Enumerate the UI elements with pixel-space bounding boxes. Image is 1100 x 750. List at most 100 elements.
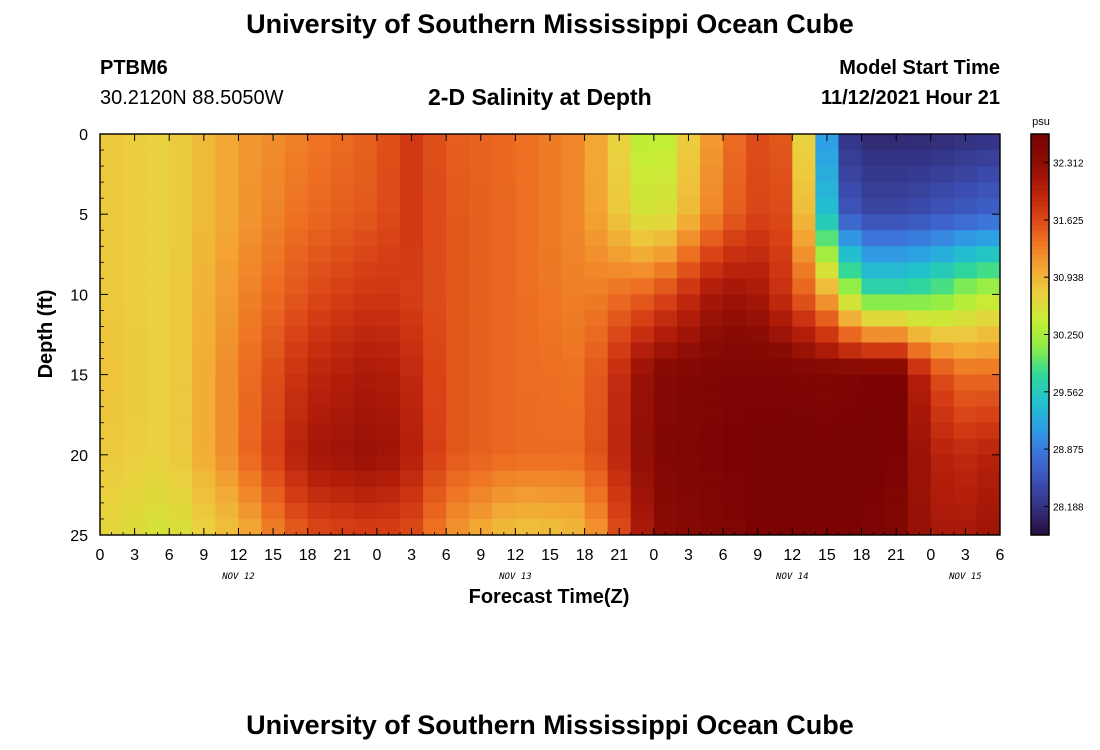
heatmap-cell [584,438,609,456]
heatmap-cell [884,150,909,167]
heatmap-cell [861,326,886,344]
heatmap-cell [746,406,770,424]
x-tick-label: 9 [476,547,485,564]
heatmap-cell [630,198,655,215]
heatmap-cell [838,278,863,295]
heatmap-cell [307,486,332,504]
heatmap-cell [330,374,355,392]
heatmap-cell [284,422,309,440]
heatmap-cell [792,486,816,504]
heatmap-cell [446,342,470,360]
heatmap-cell [146,358,170,376]
heatmap-cell [423,150,447,167]
heatmap-cell [330,246,355,263]
heatmap-cell [861,262,886,279]
heatmap-cell [215,374,240,392]
heatmap-cell [353,182,378,199]
heatmap-cell [469,438,493,456]
heatmap-cell [607,518,632,535]
colorbar-swatch [1031,198,1049,203]
colorbar-swatch [1031,202,1049,207]
heatmap-cell [769,502,793,520]
heatmap-cell [376,262,401,279]
heatmap-cell [261,198,286,215]
heatmap-cell [930,182,955,199]
colorbar-swatch [1031,178,1049,183]
heatmap-cell [376,406,401,424]
heatmap-cell [515,310,540,328]
heatmap-cell [330,198,355,215]
colorbar-swatch [1031,394,1049,400]
heatmap-cell [746,214,770,231]
heatmap-cell [192,278,216,295]
heatmap-cell [676,150,701,167]
colorbar-swatch [1031,382,1049,388]
heatmap-cell [146,198,170,215]
heatmap-cell [630,438,655,456]
heatmap-cell [238,406,263,424]
heatmap-cell [423,518,447,535]
heatmap-cell [123,422,147,440]
heatmap-cell [423,294,447,312]
heatmap-cell [838,358,863,376]
x-tick-label: 18 [576,547,594,564]
heatmap-cell [238,230,263,247]
heatmap-cells [100,134,1000,535]
heatmap-cell [330,454,355,472]
heatmap-cell [330,150,355,167]
heatmap-cell [930,406,955,424]
heatmap-cell [330,470,355,488]
heatmap-cell [653,406,678,424]
heatmap-cell [953,182,978,199]
heatmap-cell [700,134,724,151]
heatmap-cell [238,518,263,535]
heatmap-cell [376,326,401,344]
heatmap-cell [700,326,724,344]
heatmap-cell [584,278,609,295]
heatmap-cell [861,182,886,199]
heatmap-cell [584,374,609,392]
heatmap-cell [884,438,909,456]
heatmap-cell [700,518,724,535]
heatmap-cell [792,502,816,520]
heatmap-cell [515,246,540,263]
heatmap-cell [630,422,655,440]
heatmap-cell [723,230,747,247]
x-tick-label: 0 [649,547,658,564]
heatmap-cell [353,294,378,312]
heatmap-cell [100,230,124,247]
heatmap-cell [238,310,263,328]
heatmap-cell [515,134,540,151]
heatmap-cell [330,390,355,408]
heatmap-cell [792,374,816,392]
heatmap-cell [815,134,840,151]
heatmap-cell [769,326,793,344]
heatmap-cell [561,374,586,392]
heatmap-cell [100,326,124,344]
heatmap-cell [700,294,724,312]
heatmap-cell [100,422,124,440]
heatmap-cell [146,438,170,456]
heatmap-cell [561,326,586,344]
heatmap-cell [492,166,516,183]
heatmap-cell [838,134,863,151]
heatmap-cell [238,134,263,151]
heatmap-cell [192,374,216,392]
heatmap-cell [400,438,424,456]
heatmap-cell [423,406,447,424]
heatmap-cell [492,342,516,360]
heatmap-cell [700,486,724,504]
heatmap-cell [700,166,724,183]
heatmap-cell [169,150,193,167]
heatmap-cell [376,358,401,376]
heatmap-cell [607,486,632,504]
heatmap-cell [884,134,909,151]
heatmap-cell [261,294,286,312]
heatmap-cell [238,454,263,472]
heatmap-cell [700,214,724,231]
heatmap-cell [676,502,701,520]
colorbar-swatch [1031,514,1049,520]
heatmap-cell [746,486,770,504]
heatmap-cell [238,438,263,456]
heatmap-cell [307,294,332,312]
